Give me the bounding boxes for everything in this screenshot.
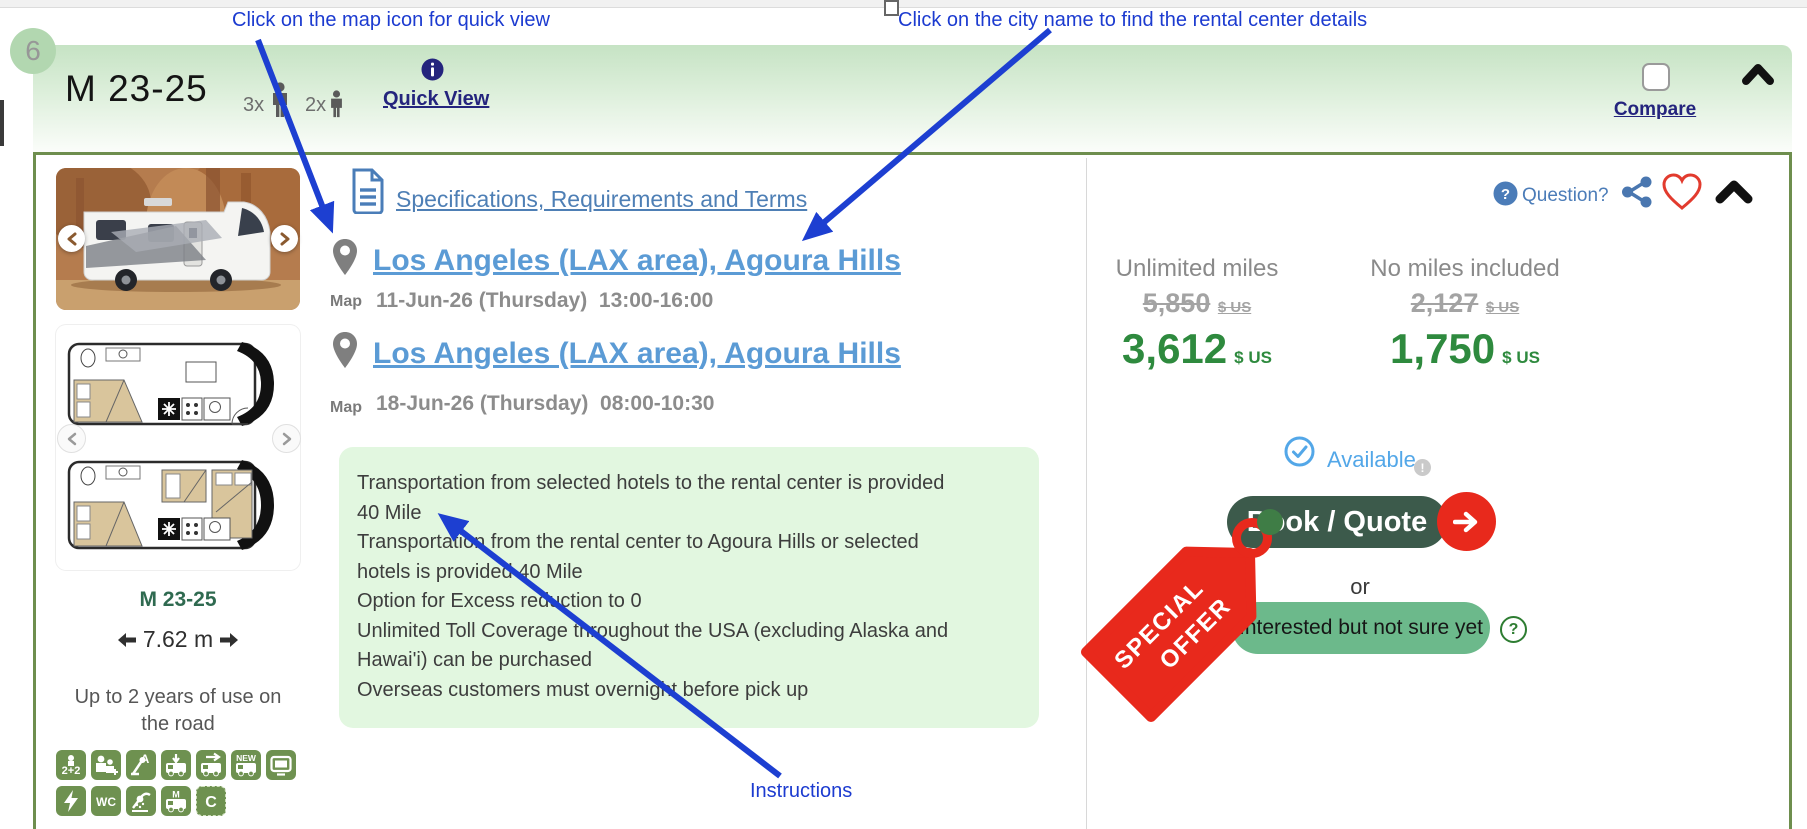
child-person-icon xyxy=(328,90,345,123)
unlimited-miles-label: Unlimited miles xyxy=(1115,255,1279,282)
question-icon[interactable]: ? xyxy=(1493,181,1518,211)
power-icon xyxy=(56,786,86,816)
class-c-icon: C xyxy=(196,786,226,816)
svg-text:NEW: NEW xyxy=(236,753,257,763)
floorplan-night-layout xyxy=(66,452,278,561)
dropoff-map-label[interactable]: Map xyxy=(330,399,362,416)
no-miles-old-price: 2,127 $ US xyxy=(1335,288,1595,319)
favorite-heart-icon[interactable] xyxy=(1661,172,1703,217)
availability-info-icon[interactable]: ! xyxy=(1414,459,1431,476)
svg-text:WC: WC xyxy=(96,795,116,809)
new-vehicle-icon: NEW xyxy=(231,750,261,780)
arrow-right-icon xyxy=(220,632,239,647)
column-divider xyxy=(1086,158,1087,829)
old-price-currency: $ US xyxy=(1217,299,1252,316)
specifications-link[interactable]: Specifications, Requirements and Terms xyxy=(396,186,808,212)
automatic-transmission-icon: A xyxy=(126,750,156,780)
tag-hole-dot xyxy=(1257,509,1283,535)
pickup-map-pin-icon[interactable] xyxy=(332,238,358,285)
pickup-city-link[interactable]: Los Angeles (LAX area), Agoura Hills xyxy=(373,244,901,277)
svg-text:C: C xyxy=(205,794,217,811)
annotation-map-hint: Click on the map icon for quick view xyxy=(232,9,550,31)
price-value: 3,612 xyxy=(1122,325,1228,372)
arrow-left-icon xyxy=(117,632,136,647)
vehicle-length: 7.62 m xyxy=(56,626,300,653)
vehicle-photo[interactable] xyxy=(56,168,300,310)
document-icon[interactable] xyxy=(350,166,386,219)
dropoff-datetime: 18-Jun-26 (Thursday) 08:00-10:30 xyxy=(376,392,715,415)
main-seats-count: 3x xyxy=(243,94,265,116)
compare-checkbox[interactable] xyxy=(1642,63,1670,91)
result-header-bar xyxy=(33,45,1792,152)
collapse-card-chevron-icon[interactable] xyxy=(1714,178,1754,211)
rv-dropoff-icon xyxy=(161,750,191,780)
extra-seats-count: 2x xyxy=(305,94,327,116)
info-icon[interactable] xyxy=(421,58,444,86)
inclusions-box: Transportation from selected hotels to t… xyxy=(339,447,1039,728)
shower-icon xyxy=(126,786,156,816)
adult-person-icon xyxy=(269,82,291,123)
compare-label[interactable]: Compare xyxy=(1613,99,1697,120)
quick-view-link[interactable]: Quick View xyxy=(383,88,490,110)
window-edge xyxy=(0,100,4,146)
extra-passengers-icon xyxy=(91,750,121,780)
old-price-value: 5,850 xyxy=(1142,288,1211,318)
seats-2+2-icon: 2+2 xyxy=(56,750,86,780)
available-check-icon xyxy=(1284,436,1315,472)
cursor-artifact xyxy=(884,0,899,16)
svg-text:2+2: 2+2 xyxy=(62,765,81,777)
special-offer-tag: SPECIAL OFFER xyxy=(1080,546,1257,723)
price-currency: $ US xyxy=(1234,348,1272,367)
tv-icon xyxy=(266,750,296,780)
vehicle-model-label: M 23-25 xyxy=(139,588,217,611)
dropoff-map-pin-icon[interactable] xyxy=(332,331,358,378)
old-price-value: 2,127 xyxy=(1410,288,1479,318)
interested-button[interactable]: Interested but not sure yet xyxy=(1232,602,1490,654)
no-miles-price: 1,750 $ US xyxy=(1335,325,1595,373)
or-separator: or xyxy=(1350,574,1370,599)
wc-icon: WC xyxy=(91,786,121,816)
availability-status: Available xyxy=(1327,447,1416,472)
svg-text:M: M xyxy=(172,790,180,800)
pickup-datetime: 11-Jun-26 (Thursday) 13:00-16:00 xyxy=(376,289,714,312)
instructions-label: Instructions xyxy=(750,780,853,802)
vehicle-length-value: 7.62 m xyxy=(142,626,214,652)
unlimited-price: 3,612 $ US xyxy=(1067,325,1327,373)
pickup-map-label[interactable]: Map xyxy=(330,293,362,310)
unlimited-old-price: 5,850 $ US xyxy=(1067,288,1327,319)
tag-ring-icon xyxy=(1232,518,1272,558)
vehicle-model-title: M 23-25 xyxy=(65,68,208,109)
rv-oneway-icon xyxy=(196,750,226,780)
share-icon[interactable] xyxy=(1620,175,1654,214)
floorplan-day-layout xyxy=(66,336,278,437)
motorhome-m-icon: M xyxy=(161,786,191,816)
svg-text:?: ? xyxy=(1501,186,1510,203)
result-number-badge: 6 xyxy=(10,28,56,74)
collapse-header-chevron-icon[interactable] xyxy=(1741,60,1775,93)
photo-next-button[interactable] xyxy=(271,225,298,252)
no-miles-label: No miles included xyxy=(1370,255,1560,282)
floorplan-next-button[interactable] xyxy=(272,424,301,453)
question-link[interactable]: Question? xyxy=(1522,185,1609,206)
book-arrow-icon xyxy=(1437,492,1496,551)
price-value: 1,750 xyxy=(1390,325,1496,372)
floorplan-prev-button[interactable] xyxy=(57,424,86,453)
dropoff-city-link[interactable]: Los Angeles (LAX area), Agoura Hills xyxy=(373,337,901,370)
old-price-currency: $ US xyxy=(1485,299,1520,316)
price-currency: $ US xyxy=(1502,348,1540,367)
photo-prev-button[interactable] xyxy=(58,225,85,252)
annotation-city-hint: Click on the city name to find the renta… xyxy=(898,9,1368,31)
browser-top-strip xyxy=(0,0,1807,8)
vehicle-usage-note: Up to 2 years of use on the road xyxy=(74,686,282,735)
interested-help-icon[interactable]: ? xyxy=(1500,616,1527,643)
